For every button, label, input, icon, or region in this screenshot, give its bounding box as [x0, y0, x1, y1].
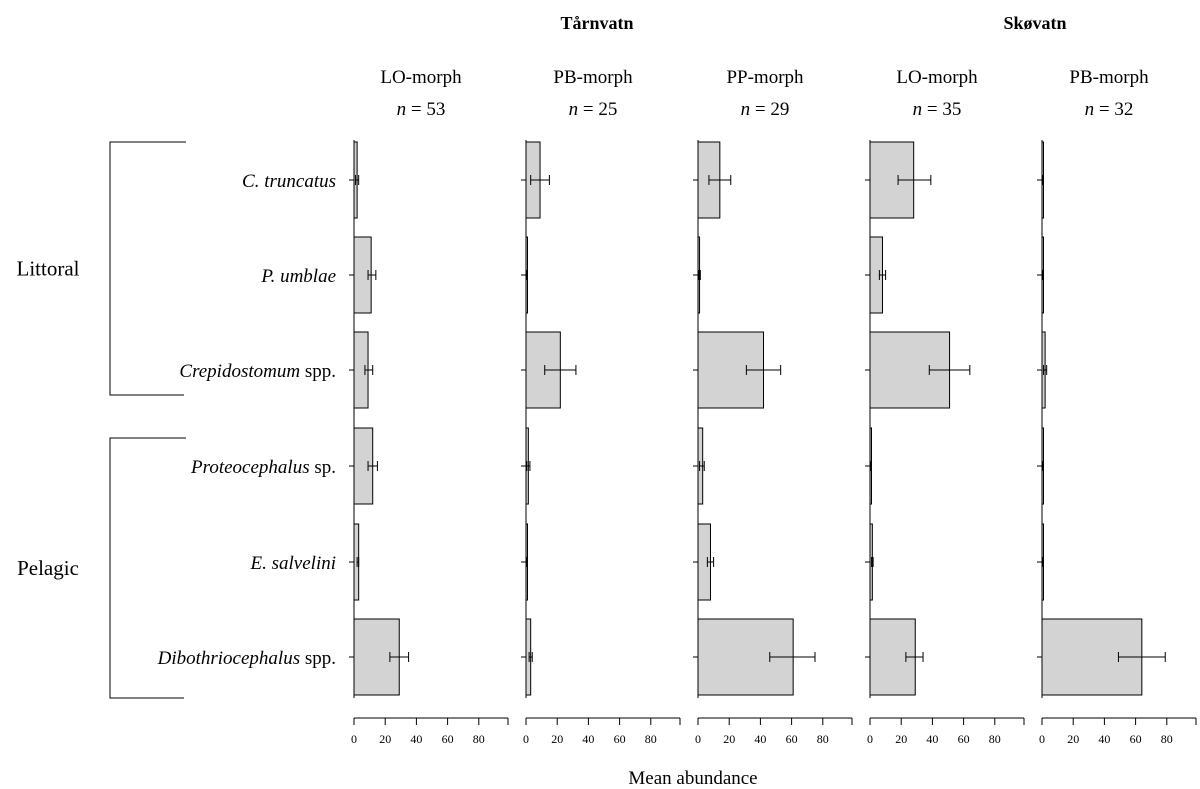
habitat-label-littoral: Littoral	[17, 257, 80, 281]
panel-morph-label: LO-morph	[896, 67, 978, 88]
panel-n-label: n = 53	[397, 99, 446, 120]
panel-n-label: n = 25	[569, 99, 618, 120]
x-tick-label: 80	[473, 732, 485, 746]
x-tick-label: 60	[614, 732, 626, 746]
x-tick-label: 20	[723, 732, 735, 746]
x-tick-label: 60	[1130, 732, 1142, 746]
panel-n-label: n = 35	[913, 99, 962, 120]
x-tick-label: 80	[989, 732, 1001, 746]
category-label: P. umblae	[260, 266, 336, 287]
panel-morph-label: PB-morph	[553, 67, 633, 88]
category-label: Proteocephalus sp.	[190, 457, 336, 478]
panel-morph-label: PP-morph	[726, 67, 804, 88]
x-tick-label: 80	[817, 732, 829, 746]
x-tick-label: 0	[523, 732, 529, 746]
habitat-bracket-littoral	[109, 141, 186, 396]
panel-morph-label: LO-morph	[380, 67, 462, 88]
panel-morph-label: PB-morph	[1069, 67, 1149, 88]
x-tick-label: 40	[582, 732, 594, 746]
x-tick-label: 0	[695, 732, 701, 746]
category-label: Crepidostomum spp.	[179, 361, 336, 382]
habitat-bracket-pelagic	[109, 437, 186, 699]
panel-n-label: n = 29	[741, 99, 790, 120]
x-tick-label: 40	[754, 732, 766, 746]
x-tick-label: 20	[551, 732, 563, 746]
habitat-label-pelagic: Pelagic	[17, 556, 79, 580]
x-tick-label: 80	[645, 732, 657, 746]
x-tick-label: 60	[958, 732, 970, 746]
x-tick-label: 80	[1161, 732, 1173, 746]
category-label: Dibothriocephalus spp.	[157, 648, 336, 669]
x-tick-label: 20	[895, 732, 907, 746]
x-tick-label: 40	[1098, 732, 1110, 746]
x-tick-label: 60	[786, 732, 798, 746]
x-tick-label: 0	[351, 732, 357, 746]
x-tick-label: 20	[1067, 732, 1079, 746]
x-tick-label: 0	[1039, 732, 1045, 746]
x-axis-title: Mean abundance	[628, 768, 757, 789]
panel-n-label: n = 32	[1085, 99, 1134, 120]
x-tick-label: 60	[442, 732, 454, 746]
x-tick-label: 20	[379, 732, 391, 746]
x-tick-label: 40	[926, 732, 938, 746]
category-label: C. truncatus	[242, 171, 336, 192]
category-label: E. salvelini	[250, 553, 336, 574]
x-tick-label: 0	[867, 732, 873, 746]
lake-label-sk-vatn: Skøvatn	[1003, 13, 1066, 33]
x-tick-label: 40	[410, 732, 422, 746]
lake-label-t-rnvatn: Tårnvatn	[560, 13, 633, 33]
